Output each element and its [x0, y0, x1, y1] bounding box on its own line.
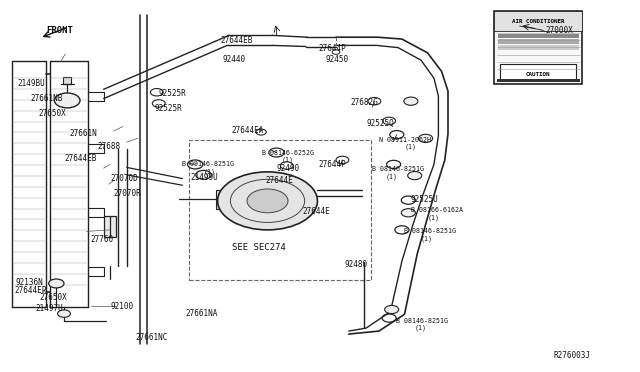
Text: (1): (1) [415, 325, 427, 331]
Text: B 08146-6252G: B 08146-6252G [262, 150, 314, 155]
Text: 27650X: 27650X [40, 293, 67, 302]
Circle shape [218, 172, 317, 230]
Text: 27070R: 27070R [114, 189, 141, 198]
Circle shape [401, 209, 415, 217]
Circle shape [385, 305, 399, 314]
Text: 2149BU: 2149BU [18, 79, 45, 88]
Text: 21499U: 21499U [191, 173, 218, 182]
Text: B 09146-8251G: B 09146-8251G [182, 161, 234, 167]
Bar [500, 64, 576, 80]
Circle shape [196, 170, 211, 179]
Text: (1): (1) [282, 157, 294, 163]
Text: B 08146-8251G: B 08146-8251G [396, 318, 447, 324]
Bar [498, 45, 579, 49]
Text: 92440: 92440 [223, 55, 246, 64]
Text: 27644E: 27644E [266, 176, 293, 185]
Circle shape [54, 93, 80, 108]
Text: 92100: 92100 [110, 302, 133, 311]
Text: 27661NB: 27661NB [31, 94, 63, 103]
Text: (1): (1) [385, 173, 397, 180]
Text: AIR CONDITIONER: AIR CONDITIONER [512, 19, 564, 24]
Text: (1): (1) [404, 144, 417, 150]
Text: 92525U: 92525U [411, 195, 438, 203]
Bar [189, 140, 371, 280]
Text: 27070D: 27070D [110, 174, 138, 183]
Text: 92525R: 92525R [155, 104, 182, 113]
Text: 92490: 92490 [276, 164, 300, 173]
Bar [494, 11, 582, 84]
Text: 27760: 27760 [91, 235, 114, 244]
Text: 27682G: 27682G [351, 98, 378, 107]
Text: 27644EB: 27644EB [221, 36, 253, 45]
Text: 21497U: 21497U [35, 304, 63, 313]
Text: (1): (1) [204, 169, 216, 175]
Text: 92450: 92450 [325, 55, 348, 64]
Bar [498, 33, 579, 38]
Text: 27661NA: 27661NA [186, 309, 218, 318]
Text: (1): (1) [428, 214, 440, 221]
Text: 27661NC: 27661NC [136, 333, 168, 342]
Bar [498, 39, 579, 44]
Text: 92480: 92480 [344, 260, 367, 269]
Text: 27661N: 27661N [69, 129, 97, 138]
Text: 92525R: 92525R [159, 89, 186, 98]
Text: R276003J: R276003J [554, 351, 591, 360]
Circle shape [404, 97, 418, 105]
Bar [497, 79, 580, 82]
Text: 27644EP: 27644EP [14, 286, 47, 295]
Circle shape [419, 134, 433, 142]
Circle shape [58, 310, 70, 317]
Text: FRONT: FRONT [46, 26, 73, 35]
Text: B 08146-8251G: B 08146-8251G [372, 166, 424, 172]
Circle shape [49, 279, 64, 288]
Bar [216, 190, 253, 209]
Text: 27644E: 27644E [302, 207, 330, 216]
Text: SEE SEC274: SEE SEC274 [232, 243, 285, 252]
Circle shape [247, 189, 288, 213]
Text: 27644EA: 27644EA [232, 126, 264, 135]
Bar [494, 11, 582, 32]
Text: B 08146-8251G: B 08146-8251G [404, 228, 456, 234]
Text: 92136N: 92136N [16, 278, 44, 287]
Text: 27644P: 27644P [319, 160, 346, 169]
Text: B 08166-6162A: B 08166-6162A [411, 207, 463, 213]
Text: CAUTION: CAUTION [526, 73, 550, 77]
Text: 27644EB: 27644EB [64, 154, 97, 163]
Text: N 08911-2062H: N 08911-2062H [379, 137, 431, 142]
Text: 27688: 27688 [97, 142, 120, 151]
Text: 27644P: 27644P [319, 44, 346, 53]
Text: (1): (1) [421, 235, 433, 242]
Text: 92525Q: 92525Q [366, 119, 394, 128]
Bar [104, 216, 116, 237]
Text: 27650X: 27650X [38, 109, 66, 118]
Bar [63, 77, 71, 84]
Text: 27000X: 27000X [545, 26, 573, 35]
Circle shape [408, 171, 422, 180]
